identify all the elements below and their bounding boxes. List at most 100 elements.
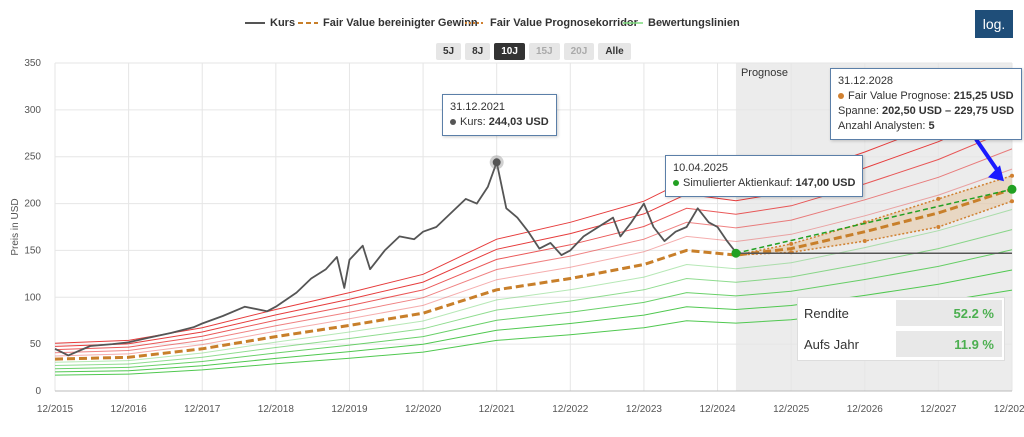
- tooltip-label: Anzahl Analysten:: [838, 120, 926, 132]
- tooltip-date: 31.12.2021: [450, 101, 506, 113]
- kurs-line: [54, 161, 737, 357]
- tooltip-value: 244,03 USD: [488, 116, 549, 128]
- legend-item-bewertungslinien[interactable]: Bewertungslinien: [623, 17, 740, 29]
- y-tick-label: 300: [24, 105, 41, 116]
- tooltip-label: Spanne:: [838, 105, 879, 117]
- x-tick-label: 12/2024: [699, 404, 736, 415]
- legend-label: Fair Value bereinigter Gewinn: [323, 17, 478, 29]
- axes: 0 50 100 150 200 250 300 350 12/2015 12/2016 12/20…: [10, 58, 1024, 415]
- x-tick-label: 12/2021: [479, 404, 516, 415]
- buy-lines: [735, 188, 1013, 254]
- y-tick-label: 150: [24, 245, 41, 256]
- stat-label: Aufs Jahr: [804, 336, 859, 352]
- tooltip-row: Spanne: 202,50 USD – 229,75 USD: [838, 104, 1014, 119]
- x-tick-label: 12/2016: [111, 404, 148, 415]
- bewertungslinie: [54, 168, 1013, 357]
- fair-value-line: [54, 187, 1013, 361]
- y-tick-label: 100: [24, 292, 41, 303]
- legend-label: Bewertungslinien: [648, 17, 740, 29]
- arrow-shaft: [974, 138, 1000, 173]
- tooltip-label: Kurs:: [460, 116, 486, 128]
- x-tick-label: 12/2015: [37, 404, 74, 415]
- legend-label: Kurs: [270, 17, 296, 29]
- stat-value: 11.9 %: [896, 331, 1002, 357]
- legend-item-corridor[interactable]: Fair Value Prognosekorridor: [465, 17, 638, 29]
- x-tick-label: 12/2026: [847, 404, 884, 415]
- corridor-fill: [735, 175, 1012, 256]
- legend: Kurs Fair Value bereinigter Gewinn Fair …: [0, 17, 1024, 37]
- tooltip-date: 31.12.2028: [838, 75, 894, 87]
- range-alle-button[interactable]: Alle: [598, 43, 631, 60]
- tooltip-value: 202,50 USD – 229,75 USD: [882, 105, 1015, 117]
- bewertungslinie: [54, 229, 1013, 366]
- x-tick-label: 12/2018: [258, 404, 295, 415]
- corridor-point: [862, 239, 867, 244]
- stat-value: 52.2 %: [896, 300, 1002, 326]
- stat-row-aufs-jahr: Aufs Jahr 11.9 %: [798, 329, 1004, 360]
- range-5j-button[interactable]: 5J: [436, 43, 462, 60]
- x-tick-label: 12/2027: [920, 404, 957, 415]
- tooltip-value: 5: [928, 120, 935, 132]
- markers: [489, 138, 1017, 258]
- y-axis-label: Preis in USD: [10, 198, 21, 255]
- tooltip-row: Simulierter Aktienkauf: 147,00 USD: [673, 176, 855, 191]
- stats-panel: Rendite 52.2 % Aufs Jahr 11.9 %: [797, 297, 1005, 361]
- dot-icon: [673, 180, 679, 187]
- legend-item-fair-value[interactable]: Fair Value bereinigter Gewinn: [298, 17, 478, 29]
- y-tick-label: 250: [24, 152, 41, 163]
- y-tick-label: 50: [30, 339, 42, 350]
- x-tick-label: 12/2020: [405, 404, 442, 415]
- legend-line-icon: [465, 18, 485, 28]
- kurs-path: [54, 161, 737, 357]
- legend-item-kurs[interactable]: Kurs: [245, 17, 295, 29]
- target-marker: [1007, 184, 1017, 194]
- legend-label: Fair Value Prognosekorridor: [490, 17, 638, 29]
- range-selector: 5J 8J 10J 15J 20J Alle: [436, 43, 631, 60]
- y-tick-label: 0: [35, 386, 41, 397]
- prognose-label: Prognose: [741, 67, 788, 79]
- tooltip-value: 147,00 USD: [795, 177, 856, 189]
- corridor-point: [1010, 199, 1014, 204]
- stat-row-rendite: Rendite 52.2 %: [798, 298, 1004, 329]
- legend-line-icon: [623, 18, 643, 28]
- buy-marker: [731, 248, 741, 258]
- tooltip-row: Anzahl Analysten: 5: [838, 119, 1014, 134]
- corridor-point: [936, 196, 941, 201]
- x-tick-label: 12/2028: [994, 404, 1024, 415]
- y-tick-label: 350: [24, 58, 41, 69]
- tooltip-value: 215,25 USD: [953, 90, 1014, 102]
- tooltip-buy: 10.04.2025 Simulierter Aktienkauf: 147,0…: [665, 155, 864, 197]
- range-15j-button[interactable]: 15J: [528, 43, 560, 60]
- legend-line-icon: [298, 18, 318, 28]
- legend-line-icon: [245, 18, 265, 28]
- fair-value-path: [54, 187, 1013, 361]
- dot-icon: [450, 119, 456, 126]
- corridor-point: [936, 225, 941, 229]
- y-tick-label: 200: [24, 199, 41, 210]
- dot-icon: [838, 93, 844, 100]
- corridor-point: [789, 241, 794, 246]
- x-tick-label: 12/2023: [626, 404, 663, 415]
- x-tick-label: 12/2019: [331, 404, 368, 415]
- x-tick-label: 12/2022: [552, 404, 589, 415]
- tooltip-peak: 31.12.2021 Kurs: 244,03 USD: [442, 94, 557, 136]
- log-scale-button[interactable]: log.: [975, 10, 1013, 38]
- corridor-point: [1010, 173, 1014, 178]
- tooltip-forecast: 31.12.2028 Fair Value Prognose: 215,25 U…: [830, 68, 1023, 140]
- tooltip-date: 10.04.2025: [673, 162, 729, 174]
- x-tick-label: 12/2017: [184, 404, 221, 415]
- x-tick-label: 12/2025: [773, 404, 810, 415]
- tooltip-label: Fair Value Prognose:: [848, 90, 951, 102]
- stat-label: Rendite: [804, 305, 849, 321]
- tooltip-row: Fair Value Prognose: 215,25 USD: [838, 89, 1014, 104]
- tooltip-row: Kurs: 244,03 USD: [450, 115, 549, 130]
- peak-marker: [492, 158, 501, 167]
- tooltip-label: Simulierter Aktienkauf:: [683, 177, 793, 189]
- buy-target-line: [735, 188, 1013, 254]
- range-10j-button[interactable]: 10J: [494, 43, 525, 60]
- range-20j-button[interactable]: 20J: [563, 43, 595, 60]
- arrow-head: [988, 165, 1004, 182]
- range-8j-button[interactable]: 8J: [465, 43, 491, 60]
- bewertungslinie: [54, 249, 1013, 370]
